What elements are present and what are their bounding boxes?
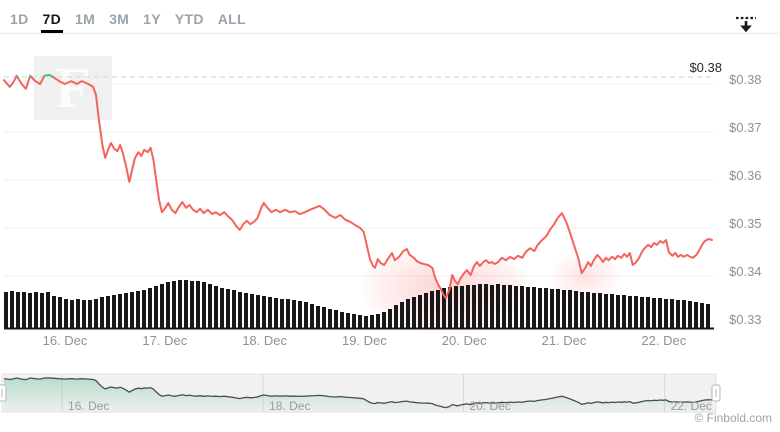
range-selector: 1D 7D 1M 3M 1Y YTD ALL bbox=[10, 7, 260, 33]
main-chart-plot[interactable] bbox=[0, 55, 780, 347]
navigator-area bbox=[4, 377, 712, 412]
navigator-label: 16. Dec bbox=[68, 399, 110, 413]
range-tab-3m[interactable]: 3M bbox=[109, 11, 130, 27]
y-axis-label: $0.33 bbox=[729, 312, 762, 327]
y-axis-label: $0.36 bbox=[729, 168, 762, 183]
x-axis-label: 22. Dec bbox=[641, 333, 687, 348]
download-button[interactable] bbox=[734, 6, 758, 33]
watermark-letter: F bbox=[55, 55, 91, 120]
x-axis-label: 17. Dec bbox=[142, 333, 188, 348]
y-axis-label: $0.38 bbox=[729, 72, 762, 87]
credit-link[interactable]: © Finbold.com bbox=[694, 411, 772, 425]
y-axis-label: $0.34 bbox=[729, 264, 762, 279]
y-axis-label: $0.37 bbox=[729, 120, 762, 135]
range-tab-7d[interactable]: 7D bbox=[40, 7, 63, 33]
x-axis-label: 20. Dec bbox=[441, 333, 487, 348]
finbold-watermark-logo: F bbox=[34, 56, 112, 120]
download-icon bbox=[736, 16, 756, 33]
navigator-label: 22. Dec bbox=[670, 399, 712, 413]
price-line bbox=[3, 73, 713, 300]
navigator-line bbox=[3, 377, 713, 409]
range-tab-1y[interactable]: 1Y bbox=[143, 11, 161, 27]
x-axis-label: 16. Dec bbox=[42, 333, 88, 348]
range-tab-all[interactable]: ALL bbox=[217, 11, 246, 27]
x-axis-label: 21. Dec bbox=[541, 333, 587, 348]
x-axis-label: 18. Dec bbox=[242, 333, 287, 348]
header-divider bbox=[0, 33, 780, 34]
x-axis-line bbox=[4, 327, 714, 330]
navigator[interactable] bbox=[0, 368, 780, 420]
range-tab-1d[interactable]: 1D bbox=[10, 11, 29, 27]
y-axis-label: $0.35 bbox=[729, 216, 762, 231]
navigator-handle-right[interactable] bbox=[711, 384, 721, 402]
range-tab-ytd[interactable]: YTD bbox=[174, 11, 204, 27]
navigator-handle-left[interactable] bbox=[0, 384, 7, 402]
navigator-label: 20. Dec bbox=[469, 399, 511, 413]
last-price-label: $0.38 bbox=[689, 60, 722, 75]
navigator-label: 18. Dec bbox=[269, 399, 311, 413]
range-tab-1m[interactable]: 1M bbox=[75, 11, 96, 27]
x-axis-label: 19. Dec bbox=[341, 333, 387, 348]
volume-bars bbox=[4, 280, 710, 328]
